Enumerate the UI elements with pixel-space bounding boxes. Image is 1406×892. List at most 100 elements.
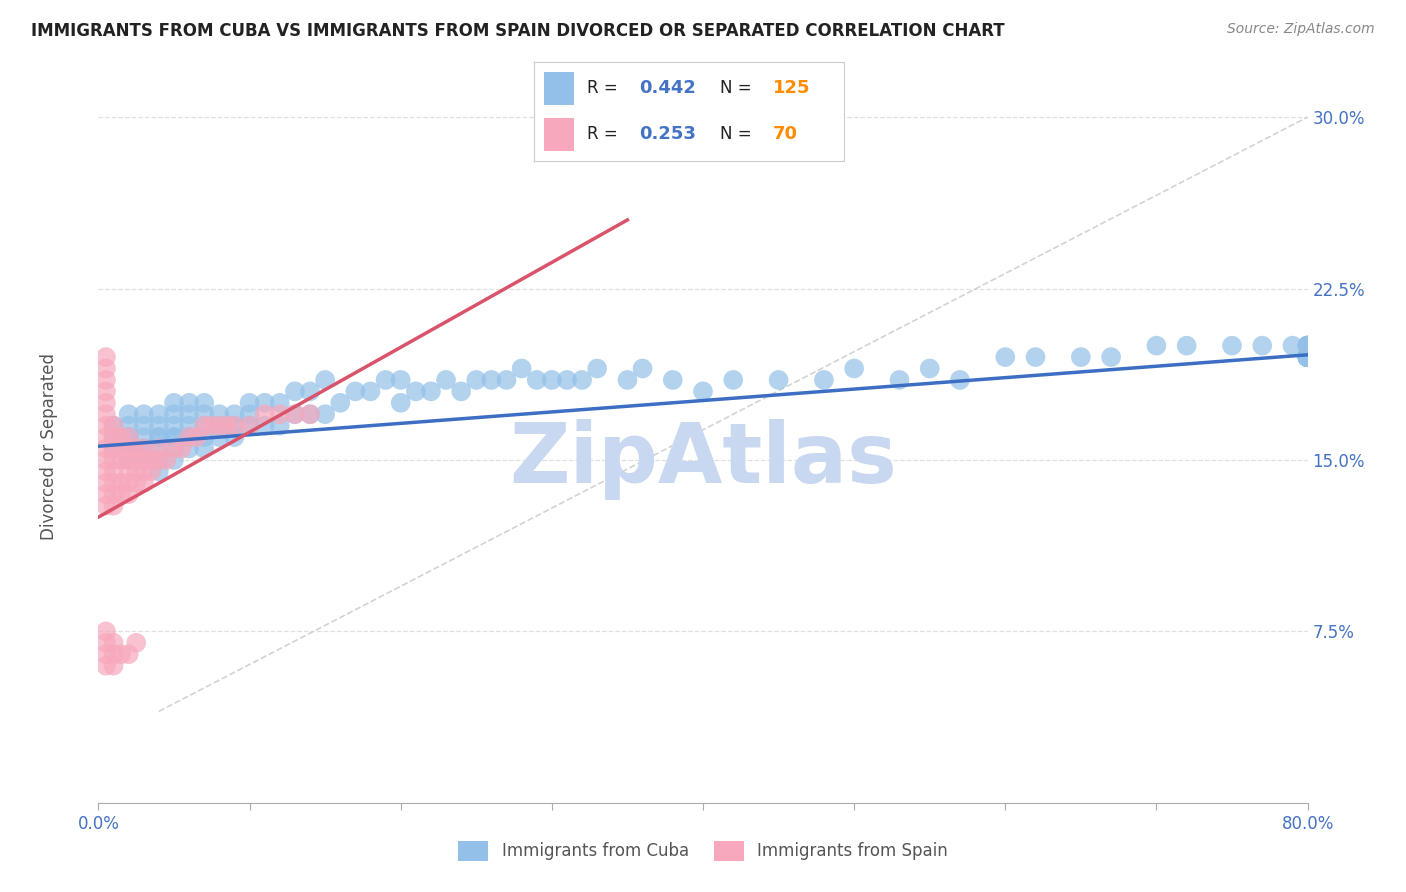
Point [1296,338,1319,352]
Point [495,373,517,387]
Point [1296,350,1319,364]
Point [193,442,215,456]
Point [125,464,148,478]
Point [118,464,141,478]
Point [1296,350,1319,364]
Text: N =: N = [720,79,756,97]
Point [179,442,201,456]
Point [94,636,117,650]
Point [299,407,322,421]
Point [163,418,186,433]
Point [118,475,141,490]
Point [299,407,322,421]
FancyBboxPatch shape [544,119,575,151]
Point [103,658,125,673]
Point [1296,350,1319,364]
Point [1296,350,1319,364]
Point [661,373,683,387]
Point [844,361,866,376]
Point [132,418,155,433]
Point [132,430,155,444]
Point [994,350,1017,364]
Point [253,407,276,421]
Point [118,647,141,661]
Point [450,384,472,399]
Point [768,373,790,387]
Point [1296,338,1319,352]
Point [1296,350,1319,364]
Point [208,418,231,433]
Point [103,464,125,478]
Point [118,407,141,421]
Point [555,373,578,387]
Point [118,442,141,456]
Point [148,442,170,456]
Point [1296,350,1319,364]
Text: R =: R = [586,79,623,97]
Point [170,442,193,456]
Point [94,464,117,478]
Text: ZipAtlas: ZipAtlas [509,418,897,500]
Point [186,430,208,444]
Point [918,361,941,376]
Point [163,453,186,467]
Point [103,418,125,433]
Point [179,396,201,410]
Point [540,373,562,387]
Point [94,624,117,639]
Point [360,384,382,399]
Point [1251,338,1274,352]
Point [215,418,238,433]
Point [723,373,745,387]
Point [94,453,117,467]
Point [434,373,457,387]
Point [118,442,141,456]
Point [132,453,155,467]
Point [1296,338,1319,352]
Point [141,453,163,467]
Point [148,464,170,478]
Point [148,407,170,421]
Text: Source: ZipAtlas.com: Source: ZipAtlas.com [1227,22,1375,37]
Point [125,453,148,467]
Point [1296,350,1319,364]
Point [148,430,170,444]
Point [1024,350,1046,364]
Point [208,430,231,444]
Point [1296,350,1319,364]
Point [110,442,132,456]
FancyBboxPatch shape [544,72,575,104]
Text: Divorced or Separated: Divorced or Separated [41,352,58,540]
Point [616,373,638,387]
Point [269,418,291,433]
Point [374,373,396,387]
Text: N =: N = [720,125,756,143]
Point [148,453,170,467]
Point [1296,338,1319,352]
Point [269,396,291,410]
Point [103,487,125,501]
Point [571,373,593,387]
Point [465,373,488,387]
Point [179,430,201,444]
Point [224,430,246,444]
Point [284,407,307,421]
Point [813,373,835,387]
Point [949,373,972,387]
Text: 125: 125 [772,79,810,97]
Point [253,396,276,410]
Point [1070,350,1092,364]
Point [103,442,125,456]
Point [148,442,170,456]
Point [103,442,125,456]
Point [163,430,186,444]
Point [179,407,201,421]
Point [94,396,117,410]
Point [155,453,177,467]
Point [1296,350,1319,364]
Point [314,373,336,387]
Point [510,361,533,376]
Point [1296,350,1319,364]
Point [1099,350,1122,364]
Point [110,453,132,467]
